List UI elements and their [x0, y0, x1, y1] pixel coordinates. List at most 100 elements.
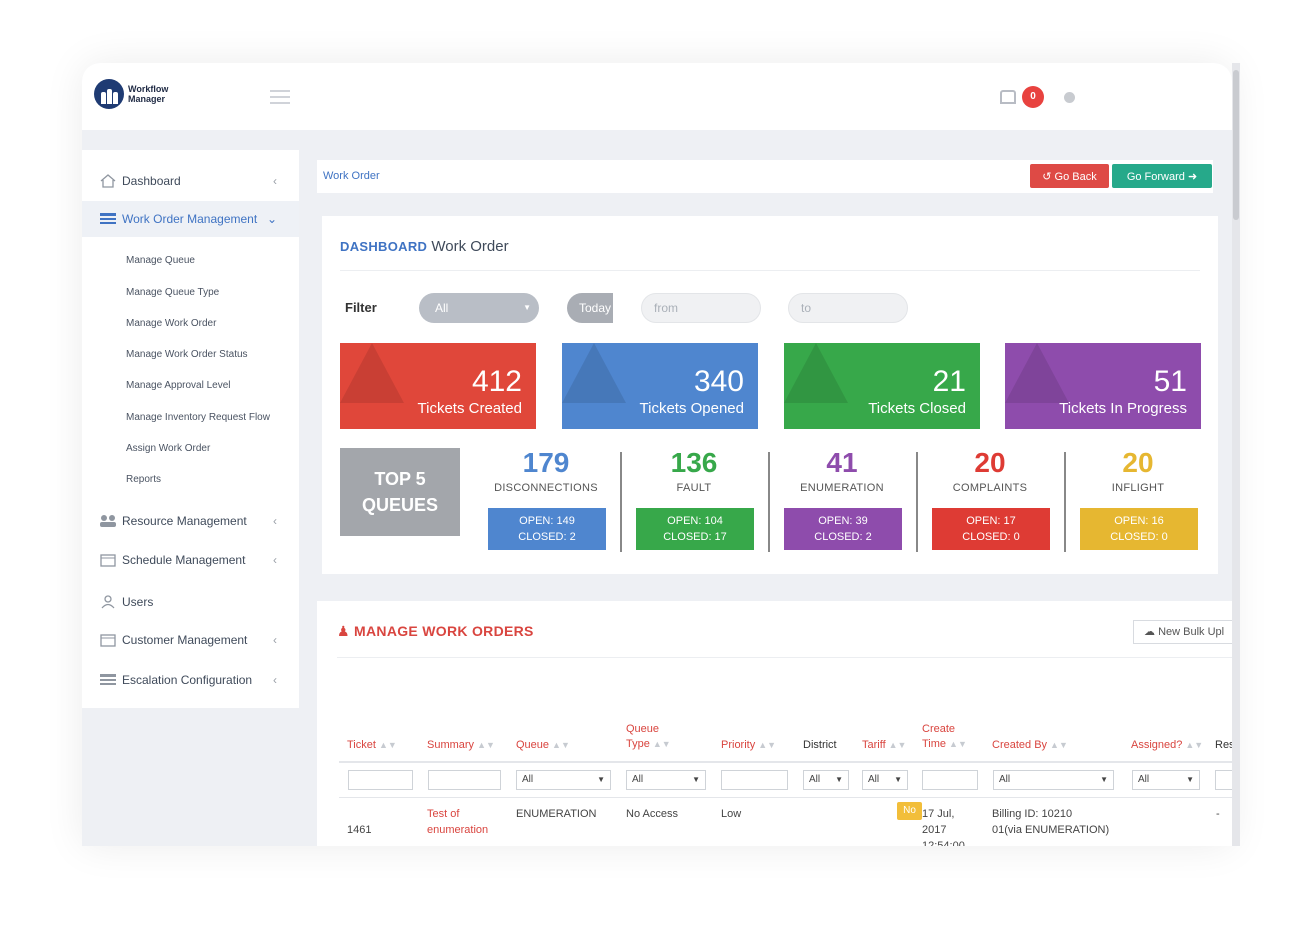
- chevron-left-icon: ‹: [273, 553, 277, 567]
- cell-created-by: Billing ID: 10210 01(via ENUMERATION): [992, 808, 1110, 836]
- col-tariff[interactable]: Tariff ▲▼: [862, 739, 907, 751]
- assigned-filter-select[interactable]: All ▼: [1132, 770, 1200, 790]
- sort-icon: ▲▼: [552, 740, 570, 750]
- sidebar-item-work-order-management[interactable]: Work Order Management ⌄: [82, 201, 299, 237]
- sidebar-subitem-manage-inventory-request-flow[interactable]: Manage Inventory Request Flow: [126, 412, 270, 423]
- col-queue-type[interactable]: Queue Type ▲▼: [626, 723, 671, 750]
- queue-disconnections[interactable]: 179 DISCONNECTIONS OPEN: 149 CLOSED: 2: [481, 448, 611, 552]
- col-priority[interactable]: Priority ▲▼: [721, 739, 777, 751]
- sort-icon: ▲▼: [477, 740, 495, 750]
- go-forward-button[interactable]: Go Forward ➜: [1112, 164, 1212, 188]
- sidebar-item-escalation-configuration[interactable]: Escalation Configuration ‹: [82, 662, 299, 698]
- users-icon: [100, 515, 116, 527]
- calendar-icon: [100, 634, 116, 647]
- stat-tickets-created[interactable]: 412 Tickets Created: [340, 343, 536, 429]
- queue-enumeration[interactable]: 41 ENUMERATION OPEN: 39 CLOSED: 2: [777, 448, 907, 552]
- stat-tickets-opened[interactable]: 340 Tickets Opened: [562, 343, 758, 429]
- col-ticket[interactable]: Ticket ▲▼: [347, 739, 397, 751]
- sidebar-item-dashboard[interactable]: Dashboard ‹: [82, 163, 299, 199]
- ticket-filter-input[interactable]: [348, 770, 413, 790]
- warning-icon: [562, 343, 626, 403]
- dashboard-panel: DASHBOARD Work Order Filter All ▼ Today f…: [322, 216, 1218, 574]
- chevron-left-icon: ‹: [273, 174, 277, 188]
- sort-icon: ▲▼: [888, 740, 907, 750]
- sidebar-subitem-manage-work-order[interactable]: Manage Work Order: [126, 318, 217, 329]
- caret-down-icon: ▼: [523, 303, 531, 312]
- sidebar-item-label: Work Order Management: [122, 212, 258, 226]
- assigned-status-badge: No: [897, 802, 922, 820]
- sidebar: Dashboard ‹ Work Order Management ⌄ Mana…: [82, 150, 299, 708]
- page-scrollbar[interactable]: [1232, 63, 1240, 846]
- sidebar-item-resource-management[interactable]: Resource Management ‹: [82, 503, 299, 539]
- district-filter-select[interactable]: All ▼: [803, 770, 849, 790]
- stat-tickets-in-progress[interactable]: 51 Tickets In Progress: [1005, 343, 1201, 429]
- go-back-button[interactable]: ↺ Go Back: [1030, 164, 1109, 188]
- warning-icon: [340, 343, 404, 403]
- priority-filter-input[interactable]: [721, 770, 788, 790]
- sidebar-item-customer-management[interactable]: Customer Management ‹: [82, 622, 299, 658]
- breadcrumb-bar: Work Order ↺ Go Back Go Forward ➜: [317, 160, 1213, 193]
- queue-inflight[interactable]: 20 INFLIGHT OPEN: 16 CLOSED: 0: [1073, 448, 1203, 552]
- top5-queues-label: TOP 5 QUEUES: [340, 448, 460, 536]
- menu-toggle-icon[interactable]: [270, 90, 290, 108]
- create-time-filter-input[interactable]: [922, 770, 978, 790]
- cell-res: -: [1216, 808, 1220, 820]
- cell-summary[interactable]: Test of enumeration: [427, 808, 489, 836]
- stat-tickets-closed[interactable]: 21 Tickets Closed: [784, 343, 980, 429]
- sidebar-item-schedule-management[interactable]: Schedule Management ‹: [82, 542, 299, 578]
- page-title: DASHBOARD Work Order: [340, 238, 509, 255]
- sidebar-subitem-manage-approval-level[interactable]: Manage Approval Level: [126, 380, 231, 391]
- sort-icon: ▲▼: [758, 740, 777, 750]
- calendar-icon: [100, 554, 116, 567]
- col-create-time[interactable]: Create Time ▲▼: [922, 723, 967, 750]
- sort-icon: ▲▼: [652, 739, 671, 749]
- queue-filter-select[interactable]: All ▼: [516, 770, 611, 790]
- sidebar-item-label: Users: [122, 595, 154, 609]
- sidebar-subitem-manage-queue[interactable]: Manage Queue: [126, 255, 195, 266]
- scrollbar-thumb[interactable]: [1233, 70, 1239, 220]
- col-queue[interactable]: Queue ▲▼: [516, 739, 570, 751]
- col-summary[interactable]: Summary ▲▼: [427, 739, 495, 751]
- warning-icon: [1005, 343, 1069, 403]
- filter-label: Filter: [345, 300, 377, 315]
- sort-icon: ▲▼: [1050, 740, 1068, 750]
- user-status-dot[interactable]: [1064, 92, 1075, 103]
- summary-filter-input[interactable]: [428, 770, 501, 790]
- filter-select[interactable]: All ▼: [419, 293, 539, 323]
- sidebar-subitem-manage-work-order-status[interactable]: Manage Work Order Status: [126, 349, 248, 360]
- filter-today-button[interactable]: Today: [567, 293, 613, 323]
- work-orders-title: ♟ MANAGE WORK ORDERS: [337, 623, 534, 639]
- sidebar-item-label: Customer Management: [122, 633, 248, 647]
- sidebar-item-label: Dashboard: [122, 174, 181, 188]
- sort-icon: ▲▼: [949, 739, 967, 749]
- breadcrumb[interactable]: Work Order: [323, 170, 380, 182]
- sort-icon: ▲▼: [378, 740, 397, 750]
- app-window: Workflow Manager 0 Dashboard ‹ Work Orde…: [82, 63, 1232, 846]
- queue-type-filter-select[interactable]: All ▼: [626, 770, 706, 790]
- cell-queue: ENUMERATION: [516, 808, 597, 820]
- res-filter-input[interactable]: [1215, 770, 1232, 790]
- list-icon: [100, 674, 116, 685]
- sidebar-subitem-assign-work-order[interactable]: Assign Work Order: [126, 443, 211, 454]
- cell-ticket[interactable]: 1461: [347, 824, 372, 836]
- queue-complaints[interactable]: 20 COMPLAINTS OPEN: 17 CLOSED: 0: [925, 448, 1055, 552]
- sidebar-item-users[interactable]: Users: [82, 584, 299, 620]
- col-created-by[interactable]: Created By ▲▼: [992, 739, 1068, 751]
- notification-badge: 0: [1022, 86, 1044, 108]
- sidebar-subitem-manage-queue-type[interactable]: Manage Queue Type: [126, 287, 220, 298]
- to-date-input[interactable]: to: [788, 293, 908, 323]
- new-bulk-upload-button[interactable]: ☁ New Bulk Upl: [1133, 620, 1232, 644]
- tariff-filter-select[interactable]: All ▼: [862, 770, 908, 790]
- logo-line2: Manager: [128, 94, 166, 104]
- col-assigned[interactable]: Assigned? ▲▼: [1131, 739, 1204, 751]
- from-date-input[interactable]: from: [641, 293, 761, 323]
- chevron-left-icon: ‹: [273, 633, 277, 647]
- queue-fault[interactable]: 136 FAULT OPEN: 104 CLOSED: 17: [629, 448, 759, 552]
- col-district: District: [803, 739, 837, 751]
- inbox-icon[interactable]: [1000, 90, 1016, 104]
- top-bar: Workflow Manager 0: [82, 63, 1232, 130]
- created-by-filter-select[interactable]: All ▼: [993, 770, 1114, 790]
- app-logo[interactable]: Workflow Manager: [94, 79, 168, 109]
- sidebar-subitem-reports[interactable]: Reports: [126, 474, 162, 485]
- home-icon: [100, 174, 116, 188]
